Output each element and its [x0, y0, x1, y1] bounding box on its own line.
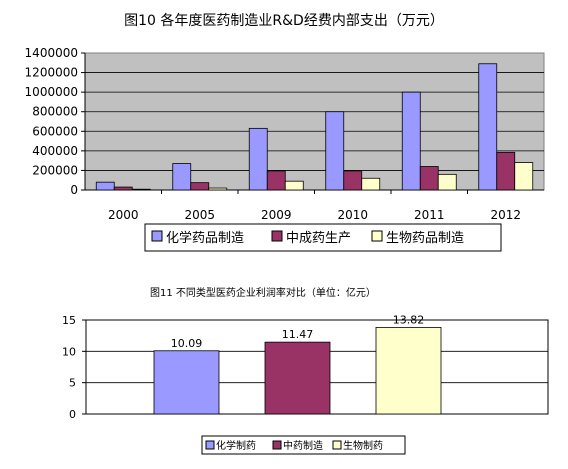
chart-title: 图10 各年度医药制造业R&D经费内部支出（万元）	[124, 13, 444, 29]
y-tick-label: 1200000	[25, 66, 78, 80]
legend-label: 化学药品制造	[166, 230, 244, 246]
legend-swatch	[271, 230, 283, 242]
legend-box	[201, 435, 406, 455]
x-tick-label: 2005	[184, 208, 215, 222]
bar-2	[496, 151, 516, 191]
y-tick-label: 800000	[32, 105, 78, 119]
data-label: 10.09	[171, 337, 203, 350]
bar-3	[514, 162, 534, 191]
bar-2	[113, 186, 133, 191]
legend-swatch	[371, 230, 383, 242]
bar-2	[190, 182, 210, 191]
legend-label: 生物制药	[343, 439, 383, 452]
bar-1	[478, 63, 498, 191]
bar-1	[172, 163, 192, 191]
chart-title: 图11 不同类型医药企业利润率对比（单位：亿元）	[150, 286, 376, 299]
legend-label: 中药制造	[283, 439, 323, 452]
bar-1	[95, 181, 115, 191]
bar-3	[284, 180, 304, 191]
x-tick-label: 2000	[108, 208, 139, 222]
chart-profit-margin: 图11 不同类型医药企业利润率对比（单位：亿元） 0 5 10 15 10.09 11.47…	[62, 286, 549, 455]
y-tick-label: 400000	[32, 144, 78, 158]
plot-area	[84, 52, 545, 191]
data-label: 11.47	[282, 328, 314, 341]
x-tick-label: 2009	[261, 208, 292, 222]
bar-3	[437, 173, 457, 191]
bar-1	[248, 127, 268, 191]
y-tick-label: 0	[69, 408, 76, 421]
y-tick-label: 1400000	[25, 46, 78, 60]
legend-swatch	[151, 230, 163, 242]
bar-3	[375, 326, 442, 415]
bar-3	[208, 187, 228, 191]
legend-swatch	[332, 440, 342, 450]
legend-label: 生物药品制造	[386, 231, 464, 246]
bar-2	[419, 166, 439, 191]
legend-swatch	[205, 440, 215, 450]
x-tick-label: 2012	[490, 208, 521, 222]
legend-label: 中成药生产	[286, 231, 351, 246]
bar-1	[401, 91, 421, 191]
bar-1	[153, 350, 220, 415]
x-tick-label: 2011	[414, 208, 445, 222]
bar-3	[361, 177, 381, 191]
bar-1	[325, 111, 345, 191]
bar-2	[266, 170, 286, 191]
chart-rd-expenditure: 图10 各年度医药制造业R&D经费内部支出（万元） 0 200000 400000 60…	[25, 13, 545, 252]
legend: 化学制药 中药制造 生物制药	[201, 435, 406, 455]
y-tick-label: 600000	[32, 124, 78, 138]
legend: 化学药品制造 中成药生产 生物药品制造	[144, 223, 502, 252]
y-tick-label: 5	[69, 377, 76, 390]
bar-2	[264, 341, 331, 415]
y-tick-label: 200000	[32, 163, 78, 177]
x-tick-label: 2010	[337, 208, 368, 222]
bar-2	[343, 170, 363, 191]
bar-3	[131, 188, 151, 191]
legend-swatch	[272, 440, 282, 450]
legend-label: 化学制药	[216, 439, 256, 452]
y-tick-label: 15	[62, 314, 76, 327]
legend-box	[144, 223, 502, 252]
data-label: 13.82	[393, 313, 425, 326]
y-tick-label: 10	[62, 345, 76, 358]
y-tick-label: 1000000	[25, 85, 78, 99]
y-tick-label: 0	[70, 183, 78, 197]
